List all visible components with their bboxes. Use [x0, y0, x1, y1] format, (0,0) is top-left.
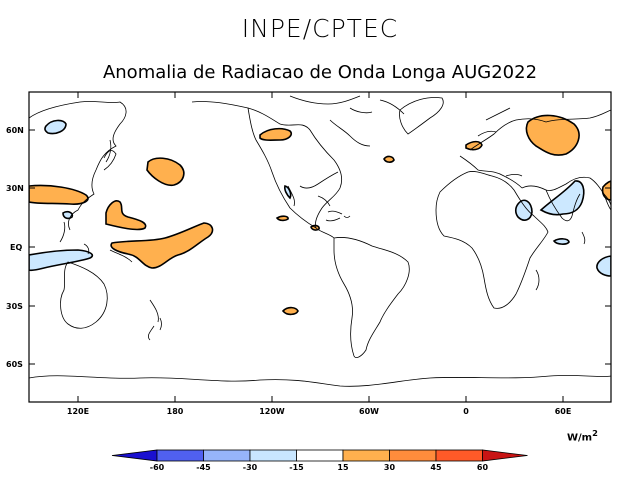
lat-label-eq: EQ	[10, 243, 22, 252]
color-bar-segment	[435, 449, 483, 462]
color-bar-tick-label: -30	[243, 463, 258, 472]
negative-anomaly-regions	[29, 119, 611, 277]
color-bar-segment	[342, 449, 390, 462]
color-bar-tick-label: 45	[430, 463, 442, 472]
anomaly-siberia	[44, 119, 67, 135]
color-bar-tick-label: -60	[150, 463, 165, 472]
lon-labels: 120E 180 120W 60W 0 60E	[67, 407, 571, 416]
color-bar-tick-label: 15	[337, 463, 349, 472]
anomaly-south-pacific	[281, 306, 299, 316]
anomaly-central-pacific-north	[105, 200, 147, 231]
color-bar-ticks: -60 -45 -30 -15 15 30 45 60	[150, 463, 489, 472]
anomaly-north-pacific	[146, 157, 185, 187]
anomaly-russia	[525, 114, 580, 156]
lat-label-60n: 60N	[6, 126, 24, 135]
color-bar-tick-label: -15	[289, 463, 304, 472]
anomaly-mexico	[275, 215, 289, 222]
anomaly-south-china-sea	[62, 210, 74, 220]
positive-anomaly-regions	[29, 114, 611, 316]
lon-label-180: 180	[167, 407, 184, 416]
color-bar-tick-label: 30	[384, 463, 396, 472]
axis-ticks	[29, 92, 611, 402]
units-exponent: 2	[592, 428, 598, 438]
agency-title: INPE/CPTEC	[241, 14, 399, 43]
color-bar-segment	[203, 449, 251, 462]
anomaly-gulf-mexico	[284, 185, 292, 200]
anomaly-east-indian-ocean	[596, 255, 611, 277]
coastlines	[29, 95, 611, 387]
anomaly-maritime-continent	[29, 249, 94, 272]
color-bar-arrow-low	[111, 449, 158, 462]
color-bar-segment	[156, 449, 204, 462]
anomaly-india	[539, 180, 585, 216]
color-bar-tick-label: 60	[477, 463, 489, 472]
anomaly-arabia	[514, 199, 533, 221]
color-bar-arrow-high	[482, 449, 528, 462]
lon-label-120w: 120W	[259, 407, 285, 416]
lon-label-60w: 60W	[359, 407, 379, 416]
color-bar-segment	[389, 449, 437, 462]
lat-labels: 60N 30N EQ 30S 60S	[6, 126, 24, 369]
lat-label-30s: 30S	[6, 302, 23, 311]
anomaly-indian-ocean	[552, 238, 570, 245]
color-bar-tick-label: -45	[196, 463, 211, 472]
anomaly-canada	[259, 127, 293, 141]
lat-label-30n: 30N	[6, 184, 24, 193]
lon-label-0: 0	[463, 407, 469, 416]
lat-label-60s: 60S	[6, 360, 23, 369]
lon-label-60e: 60E	[555, 407, 572, 416]
units-label: W/m2	[567, 428, 598, 443]
units-text: W/m	[567, 432, 593, 444]
color-bar	[111, 449, 528, 462]
map-title: Anomalia de Radiacao de Onda Longa AUG20…	[102, 62, 538, 83]
color-bar-segment	[249, 449, 297, 462]
anomaly-west-pacific-north	[29, 184, 89, 205]
lon-label-120e: 120E	[67, 407, 89, 416]
anomaly-europe	[465, 140, 483, 151]
color-bar-segment	[296, 449, 344, 462]
map-area	[29, 92, 611, 402]
anomaly-equatorial-pacific	[110, 222, 214, 269]
anomaly-north-atlantic	[383, 155, 395, 163]
